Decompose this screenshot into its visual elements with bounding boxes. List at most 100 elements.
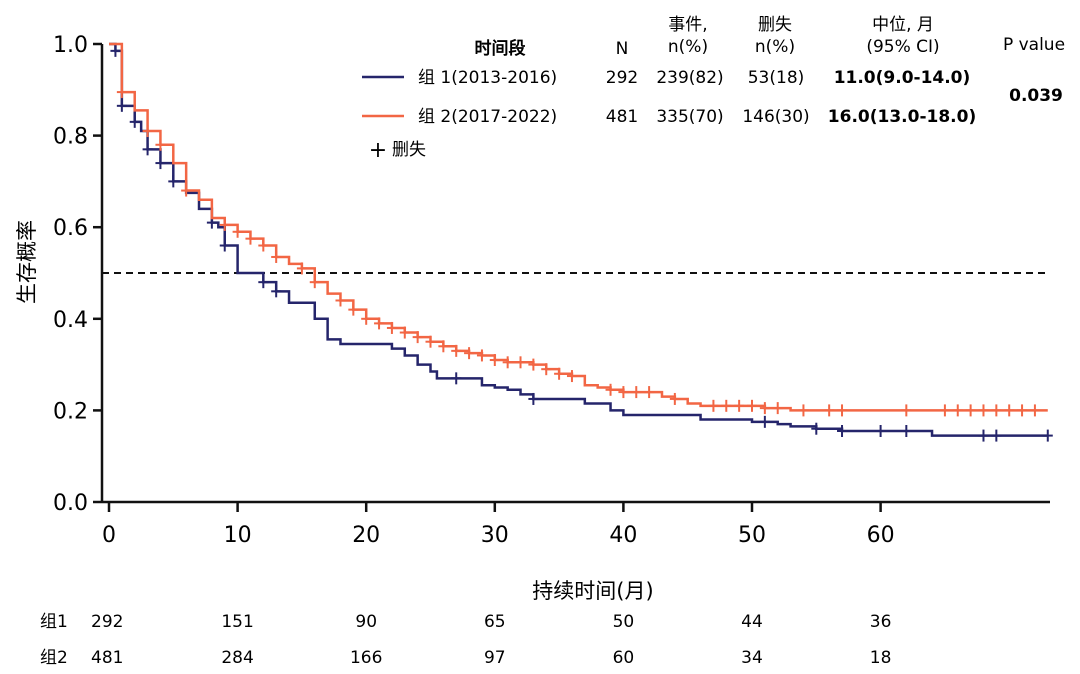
censor-mark-group2 xyxy=(181,184,192,197)
censor-mark-group1 xyxy=(116,99,127,112)
legend-censor-label: 删失 xyxy=(392,140,426,160)
censor-mark-group1 xyxy=(451,372,462,385)
censor-mark-group2 xyxy=(772,402,783,415)
censor-mark-group2 xyxy=(837,404,848,417)
censor-mark-group2 xyxy=(721,399,732,412)
censor-mark-group2 xyxy=(605,383,616,396)
censor-mark-group2 xyxy=(438,340,449,353)
x-tick-label: 50 xyxy=(738,523,766,548)
censor-mark-group2 xyxy=(991,404,1002,417)
legend-median-group2: 16.0(13.0-18.0) xyxy=(828,107,976,127)
censor-mark-group1 xyxy=(129,115,140,128)
legend-censored-group1: 53(18) xyxy=(748,68,805,88)
censor-mark-group2 xyxy=(116,86,127,99)
legend-pvalue: 0.039 xyxy=(1009,86,1063,106)
legend-header-pvalue: P value xyxy=(1003,35,1065,55)
censor-mark-group2 xyxy=(798,404,809,417)
y-tick-label: 0.4 xyxy=(53,308,88,333)
risk-cell: 284 xyxy=(221,648,253,668)
risk-cell: 292 xyxy=(91,612,123,632)
censor-mark-group2 xyxy=(361,312,372,325)
x-tick-label: 0 xyxy=(102,523,116,548)
censor-mark-group2 xyxy=(708,399,719,412)
risk-cell: 65 xyxy=(484,612,506,632)
series-line-group1 xyxy=(109,42,1048,437)
legend-events-group1: 239(82) xyxy=(656,68,723,88)
legend-header-n: N xyxy=(616,39,629,59)
y-axis-label: 生存概率 xyxy=(15,220,39,304)
legend-name-group2: 组 2(2017-2022) xyxy=(418,107,557,127)
censor-mark-group2 xyxy=(644,386,655,399)
legend-median-group1: 11.0(9.0-14.0) xyxy=(834,68,971,88)
censor-mark-group2 xyxy=(618,386,629,399)
censor-mark-group1 xyxy=(875,425,886,438)
series-line-group2 xyxy=(109,42,1048,412)
risk-cell: 151 xyxy=(221,612,253,632)
censor-mark-group2 xyxy=(412,331,423,344)
censor-mark-group2 xyxy=(952,404,963,417)
censor-mark-group2 xyxy=(309,276,320,289)
x-tick-label: 20 xyxy=(352,523,380,548)
censor-mark-group2 xyxy=(734,399,745,412)
censor-mark-group1 xyxy=(155,157,166,170)
legend-header-censored: 删失 n(%) xyxy=(755,15,795,57)
censor-mark-group1 xyxy=(258,276,269,289)
x-ticks: 0 10 20 30 40 50 60 xyxy=(102,502,895,548)
censor-mark-group2 xyxy=(978,404,989,417)
censor-mark-group2 xyxy=(155,138,166,151)
censor-mark-group2 xyxy=(554,367,565,380)
censor-mark-group2 xyxy=(759,402,770,415)
y-ticks: 0.0 0.2 0.4 0.6 0.8 1.0 xyxy=(53,33,102,516)
y-tick-label: 0.8 xyxy=(53,125,88,150)
censor-mark-group2 xyxy=(296,262,307,275)
censor-mark-group2 xyxy=(399,326,410,339)
censor-mark-group1 xyxy=(110,44,121,57)
risk-cell: 36 xyxy=(870,612,892,632)
censor-mark-group2 xyxy=(528,358,539,371)
censor-mark-group2 xyxy=(1017,404,1028,417)
censor-mark-group2 xyxy=(1029,404,1040,417)
censor-mark-group2 xyxy=(1004,404,1015,417)
censor-mark-group2 xyxy=(824,404,835,417)
censor-mark-group2 xyxy=(541,363,552,376)
censor-mark-group2 xyxy=(258,239,269,252)
risk-cell: 60 xyxy=(613,648,635,668)
y-tick-label: 0.2 xyxy=(53,399,88,424)
legend-header-events: 事件, n(%) xyxy=(668,15,708,57)
censor-mark-group1 xyxy=(271,285,282,298)
censor-mark-group2 xyxy=(669,392,680,405)
censor-mark-group2 xyxy=(245,232,256,245)
risk-cell: 481 xyxy=(91,648,123,668)
censor-mark-group1 xyxy=(978,429,989,442)
risk-cell: 18 xyxy=(870,648,892,668)
censor-mark-group1 xyxy=(219,239,230,252)
risk-cell: 166 xyxy=(350,648,382,668)
censor-mark-group1 xyxy=(811,422,822,435)
censor-mark-group2 xyxy=(232,225,243,238)
censor-mark-group2 xyxy=(476,349,487,362)
censor-mark-group1 xyxy=(901,425,912,438)
legend-censor-symbol: + xyxy=(369,138,387,163)
censor-mark-group2 xyxy=(965,404,976,417)
censor-mark-group1 xyxy=(168,175,179,188)
censor-mark-group1 xyxy=(142,143,153,156)
censor-mark-group2 xyxy=(747,399,757,412)
censor-mark-group2 xyxy=(939,404,950,417)
censor-mark-group1 xyxy=(991,429,1002,442)
legend-name-group1: 组 1(2013-2016) xyxy=(418,68,557,88)
x-axis-label: 持续时间(月) xyxy=(532,579,653,603)
legend-header-median: 中位, 月(95% CI) xyxy=(866,15,939,57)
x-tick-label: 30 xyxy=(481,523,509,548)
legend-n-group2: 481 xyxy=(606,107,638,127)
y-tick-label: 0.0 xyxy=(53,491,88,516)
censor-mark-group2 xyxy=(425,335,436,348)
censor-mark-group2 xyxy=(502,356,513,369)
legend-censored-group2: 146(30) xyxy=(742,107,809,127)
legend: 时间段 N 事件, n(%) 删失 n(%) 中位, 月(95% CI) P val… xyxy=(362,15,1065,163)
censor-mark-group2 xyxy=(515,356,526,369)
censor-mark-group2 xyxy=(901,404,912,417)
risk-cell: 44 xyxy=(741,612,763,632)
censor-mark-group2 xyxy=(631,386,642,399)
censor-mark-group2 xyxy=(489,354,500,367)
series-layer xyxy=(109,42,1053,442)
